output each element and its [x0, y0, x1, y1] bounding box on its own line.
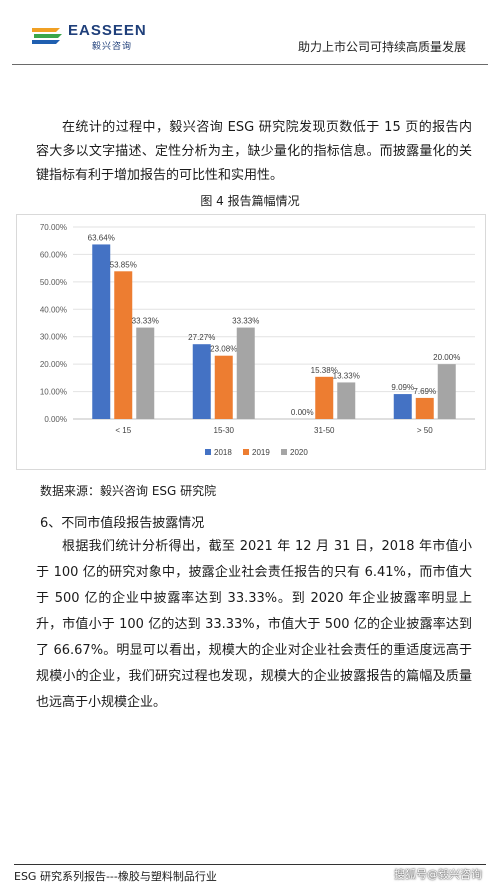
data-label: 33.33%: [132, 317, 159, 326]
market-cap-paragraph: 根据我们统计分析得出，截至 2021 年 12 月 31 日，2018 年市值小…: [36, 539, 472, 710]
data-label: 23.08%: [210, 345, 237, 354]
y-tick-label: 10.00%: [40, 388, 67, 397]
header-tagline: 助力上市公司可持续高质量发展: [297, 40, 466, 54]
intro-paragraph: 在统计的过程中，毅兴咨询 ESG 研究院发现页数低于 15 页的报告内容大多以文…: [36, 120, 472, 183]
logo-mark-icon: [32, 28, 62, 44]
bar-2018: [192, 344, 211, 419]
data-label: 13.33%: [333, 371, 360, 380]
x-tick-label: < 15: [115, 426, 131, 435]
bar-2018: [393, 394, 412, 419]
y-tick-label: 60.00%: [40, 250, 67, 259]
logo-subtext: 毅兴咨询: [92, 42, 133, 52]
y-tick-label: 20.00%: [40, 360, 67, 369]
company-logo: EASSEEN 毅兴咨询: [30, 22, 170, 52]
page-header: EASSEEN 毅兴咨询 助力上市公司可持续高质量发展: [0, 0, 500, 66]
logo-text: EASSEEN: [68, 22, 147, 39]
figure-caption: 图 4 报告篇幅情况: [200, 194, 300, 208]
bar-2019: [415, 397, 434, 419]
bar-2020: [437, 364, 456, 419]
bar-2018: [92, 244, 111, 419]
legend-label: 2018: [214, 448, 232, 457]
data-label: 53.85%: [110, 260, 137, 269]
bar-chart-svg: 0.00% 10.00% 20.00% 30.00% 40.00% 50.00% 60.00…: [40, 223, 475, 457]
bar-chart: 0.00% 10.00% 20.00% 30.00% 40.00% 50.00% 60.00…: [16, 214, 486, 470]
data-label: 7.69%: [413, 387, 436, 396]
legend-label: 2019: [252, 448, 270, 457]
data-label: 0.00%: [291, 408, 314, 417]
y-tick-label: 70.00%: [40, 223, 67, 232]
section-heading: 6、不同市值段报告披露情况: [40, 516, 205, 531]
bar-2019: [315, 376, 334, 419]
legend-swatch-2018: [205, 449, 211, 455]
data-label: 15.38%: [311, 366, 338, 375]
data-label: 20.00%: [433, 353, 460, 362]
header-divider: [12, 64, 488, 65]
y-tick-label: 40.00%: [40, 305, 67, 314]
x-tick-label: 15-30: [214, 426, 235, 435]
x-tick-label: 31-50: [314, 426, 335, 435]
legend-swatch-2020: [281, 449, 287, 455]
bar-2019: [214, 355, 233, 419]
y-tick-label: 50.00%: [40, 278, 67, 287]
legend-swatch-2019: [243, 449, 249, 455]
footer-report-series: ESG 研究系列报告---橡胶与塑料制品行业: [14, 870, 217, 883]
data-label: 33.33%: [232, 317, 259, 326]
bar-2020: [337, 382, 356, 419]
footer-watermark: 搜狐号@毅兴咨询: [394, 868, 482, 881]
bar-2020: [236, 327, 255, 419]
data-label: 63.64%: [88, 233, 115, 242]
data-label: 27.27%: [188, 333, 215, 342]
x-tick-label: > 50: [417, 426, 433, 435]
bar-2019: [114, 271, 133, 419]
y-tick-label: 30.00%: [40, 333, 67, 342]
legend-label: 2020: [290, 448, 308, 457]
bar-2020: [136, 327, 155, 419]
y-tick-label: 0.00%: [44, 415, 67, 424]
data-label: 9.09%: [391, 383, 414, 392]
source-note: 数据来源：毅兴咨询 ESG 研究院: [40, 484, 217, 498]
footer-divider: [14, 864, 486, 865]
